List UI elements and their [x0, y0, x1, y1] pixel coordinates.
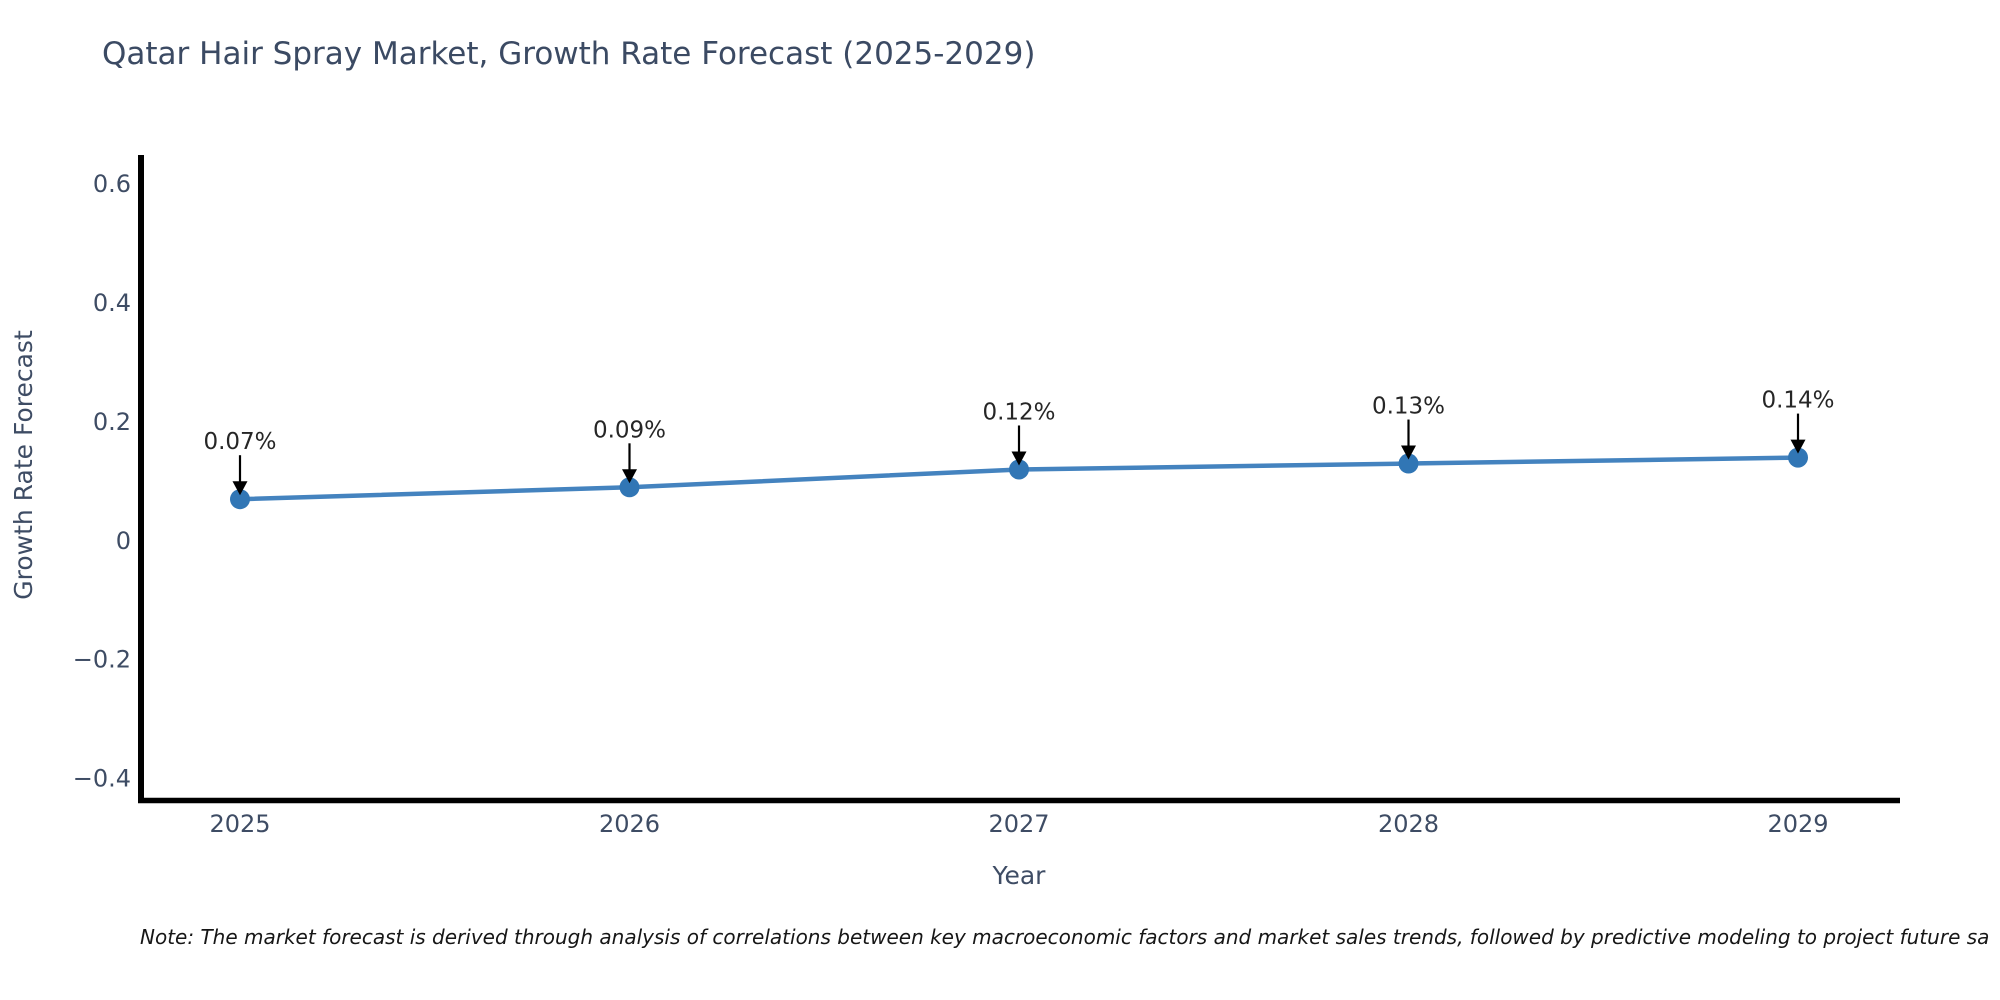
annotation-arrowhead-icon: [622, 469, 637, 484]
annotation-arrowhead-icon: [1011, 451, 1027, 466]
x-tick-label: 2025: [209, 810, 270, 838]
y-tick-label: 0.4: [93, 289, 131, 317]
data-point-marker: [1009, 459, 1029, 480]
chart-title: Qatar Hair Spray Market, Growth Rate For…: [102, 36, 1036, 72]
x-tick-label: 2026: [599, 810, 660, 838]
data-point-marker: [619, 477, 640, 498]
point-value-label: 0.07%: [203, 429, 276, 455]
x-tick-label: 2029: [1767, 810, 1828, 838]
annotation-arrowhead-icon: [1790, 439, 1806, 454]
annotation-arrowhead-icon: [1401, 445, 1416, 460]
data-point-marker: [230, 489, 250, 510]
data-point-marker: [1398, 453, 1419, 474]
x-axis-title: Year: [992, 861, 1047, 890]
point-value-label: 0.14%: [1761, 388, 1834, 414]
data-point-marker: [1788, 447, 1808, 468]
x-tick-label: 2028: [1378, 810, 1439, 838]
y-tick-label: 0: [116, 527, 131, 555]
y-tick-label: 0.2: [93, 408, 131, 436]
y-axis-title: Growth Rate Forecast: [9, 330, 38, 600]
y-tick-label: 0.6: [93, 170, 131, 198]
chart-footnote: Note: The market forecast is derived thr…: [140, 925, 1990, 949]
y-tick-label: −0.2: [73, 646, 131, 674]
x-tick-label: 2027: [988, 810, 1049, 838]
point-value-label: 0.09%: [593, 417, 666, 443]
annotation-arrowhead-icon: [232, 481, 248, 496]
point-value-label: 0.13%: [1372, 394, 1445, 420]
point-value-label: 0.12%: [982, 399, 1055, 425]
y-tick-label: −0.4: [73, 765, 131, 793]
